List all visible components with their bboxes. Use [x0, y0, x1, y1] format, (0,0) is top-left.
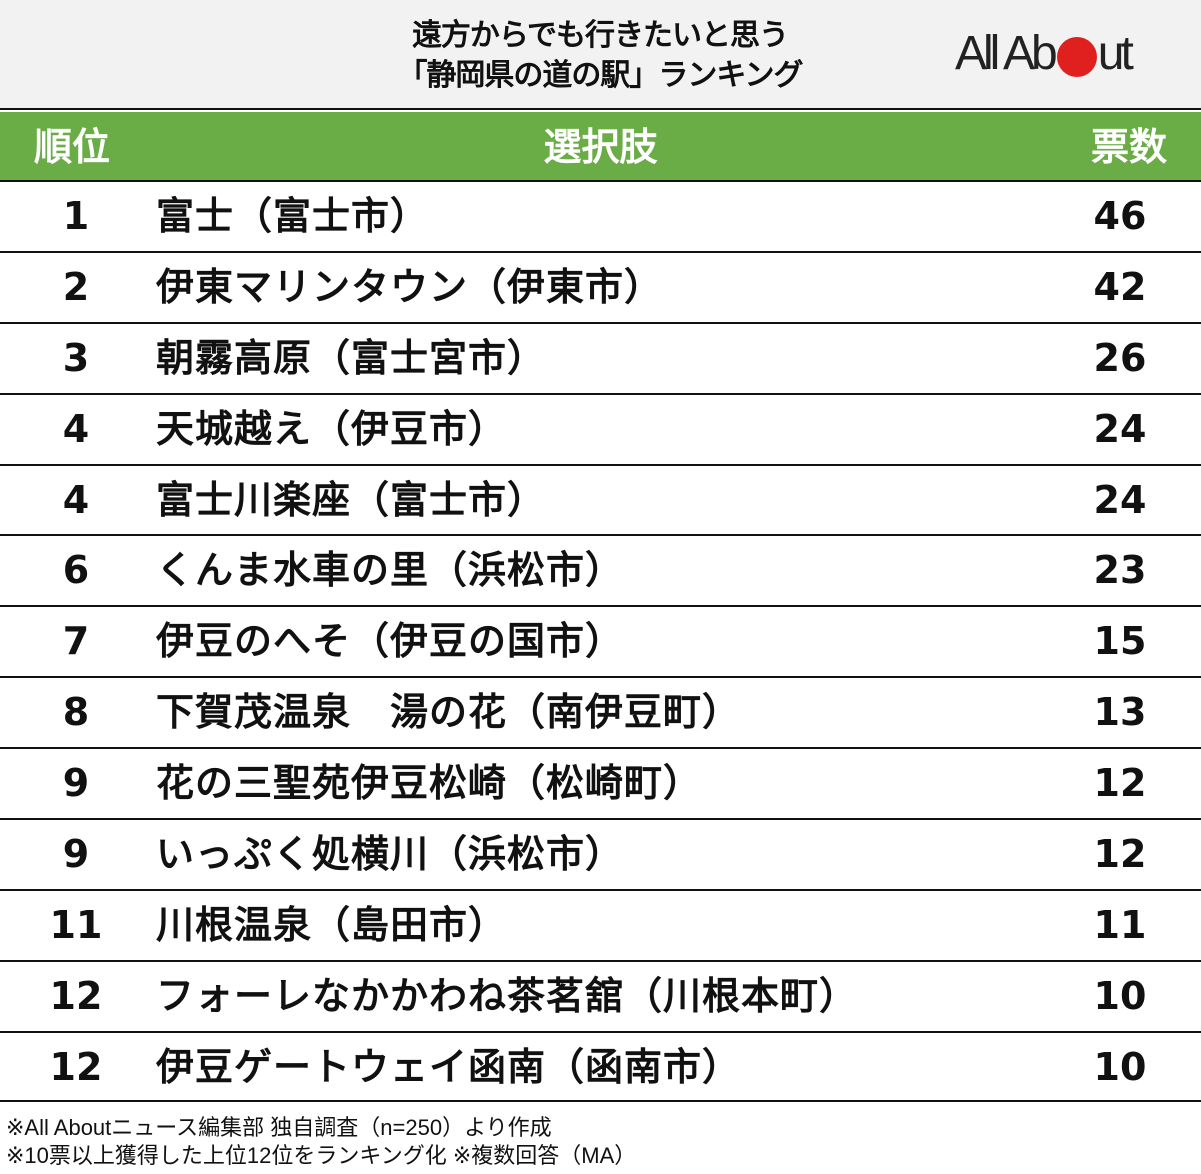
- votes-cell: 10: [1093, 973, 1147, 1018]
- rank-cell: 7: [62, 619, 90, 664]
- rank-cell: 4: [62, 406, 90, 451]
- choice-cell: 川根温泉（島田市）: [156, 902, 508, 947]
- footnotes: ※All Aboutニュース編集部 独自調査（n=250）より作成 ※10票以上…: [0, 1100, 1201, 1174]
- footnote-method: ※10票以上獲得した上位12位をランキング化 ※複数回答（MA）: [6, 1143, 637, 1168]
- table-row: 9 花の三聖苑伊豆松崎（松崎町） 12: [0, 749, 1201, 821]
- choice-cell: いっぷく処横川（浜松市）: [156, 832, 625, 877]
- choice-cell: 花の三聖苑伊豆松崎（松崎町）: [156, 761, 703, 806]
- choice-cell: 天城越え（伊豆市）: [156, 406, 508, 451]
- column-header-rank: 順位: [34, 125, 111, 169]
- table-row: 9 いっぷく処横川（浜松市） 12: [0, 820, 1201, 891]
- table-row: 6 くんま水車の里（浜松市） 23: [0, 536, 1201, 608]
- table-row: 3 朝霧高原（富士宮市） 26: [0, 324, 1201, 395]
- table-row: 8 下賀茂温泉 湯の花（南伊豆町） 13: [0, 678, 1201, 750]
- column-header-choice: 選択肢: [543, 125, 658, 169]
- choice-cell: フォーレなかかわね茶茗舘（川根本町）: [156, 973, 859, 1018]
- title-line-1: 遠方からでも行きたいと思う: [411, 18, 789, 53]
- votes-cell: 24: [1093, 477, 1147, 522]
- choice-cell: 富士（富士市）: [156, 194, 430, 238]
- votes-cell: 13: [1093, 690, 1147, 735]
- votes-cell: 12: [1093, 761, 1147, 806]
- title-banner: 遠方からでも行きたいと思う 「静岡県の道の駅」ランキング All Ab ut: [0, 0, 1201, 110]
- allabout-logo: All Ab ut: [955, 26, 1134, 80]
- rank-cell: 9: [62, 832, 90, 877]
- ranking-table-body: 1 富士（富士市） 46 2 伊東マリンタウン（伊東市） 42 3 朝霧高原（富士宮市） 2…: [0, 182, 1201, 1104]
- table-row: 2 伊東マリンタウン（伊東市） 42: [0, 253, 1201, 324]
- chart-title: 遠方からでも行きたいと思う 「静岡県の道の駅」ランキング: [300, 16, 900, 96]
- choice-cell: 伊豆のへそ（伊豆の国市）: [156, 619, 625, 664]
- choice-cell: 富士川楽座（富士市）: [156, 477, 547, 522]
- table-row: 11 川根温泉（島田市） 11: [0, 891, 1201, 962]
- rank-cell: 12: [49, 973, 103, 1018]
- choice-cell: くんま水車の里（浜松市）: [156, 548, 625, 593]
- choice-cell: 伊東マリンタウン（伊東市）: [156, 264, 664, 309]
- votes-cell: 15: [1093, 619, 1147, 664]
- rank-cell: 6: [62, 548, 90, 593]
- rank-cell: 4: [62, 477, 90, 522]
- column-header-votes: 票数: [1090, 125, 1167, 169]
- table-row: 7 伊豆のへそ（伊豆の国市） 15: [0, 607, 1201, 679]
- votes-cell: 11: [1093, 902, 1147, 947]
- logo-text-before: All Ab: [955, 26, 1058, 80]
- votes-cell: 23: [1093, 548, 1147, 593]
- choice-cell: 伊豆ゲートウェイ函南（函南市）: [156, 1044, 742, 1089]
- votes-cell: 12: [1093, 832, 1147, 877]
- rank-cell: 11: [49, 902, 103, 947]
- title-line-2: 「静岡県の道の駅」ランキング: [397, 58, 803, 93]
- logo-red-dot-icon: [1056, 37, 1097, 77]
- rank-cell: 12: [49, 1044, 103, 1089]
- table-header: 選択肢 順位 票数: [0, 112, 1201, 182]
- votes-cell: 42: [1093, 264, 1147, 309]
- rank-cell: 8: [62, 690, 90, 735]
- footnote-source: ※All Aboutニュース編集部 独自調査（n=250）より作成: [6, 1115, 552, 1140]
- rank-cell: 3: [62, 335, 90, 380]
- logo-text-after: ut: [1097, 26, 1134, 80]
- table-row: 4 富士川楽座（富士市） 24: [0, 466, 1201, 537]
- table-row: 1 富士（富士市） 46: [0, 182, 1201, 253]
- rank-cell: 2: [62, 264, 90, 309]
- rank-cell: 1: [62, 194, 90, 238]
- choice-cell: 下賀茂温泉 湯の花（南伊豆町）: [156, 690, 742, 735]
- table-row: 12 フォーレなかかわね茶茗舘（川根本町） 10: [0, 962, 1201, 1033]
- votes-cell: 10: [1093, 1044, 1147, 1089]
- table-row: 12 伊豆ゲートウェイ函南（函南市） 10: [0, 1033, 1201, 1104]
- votes-cell: 24: [1093, 406, 1147, 451]
- table-row: 4 天城越え（伊豆市） 24: [0, 395, 1201, 466]
- rank-cell: 9: [62, 761, 90, 806]
- choice-cell: 朝霧高原（富士宮市）: [156, 335, 547, 380]
- votes-cell: 26: [1093, 335, 1147, 380]
- votes-cell: 46: [1093, 194, 1147, 238]
